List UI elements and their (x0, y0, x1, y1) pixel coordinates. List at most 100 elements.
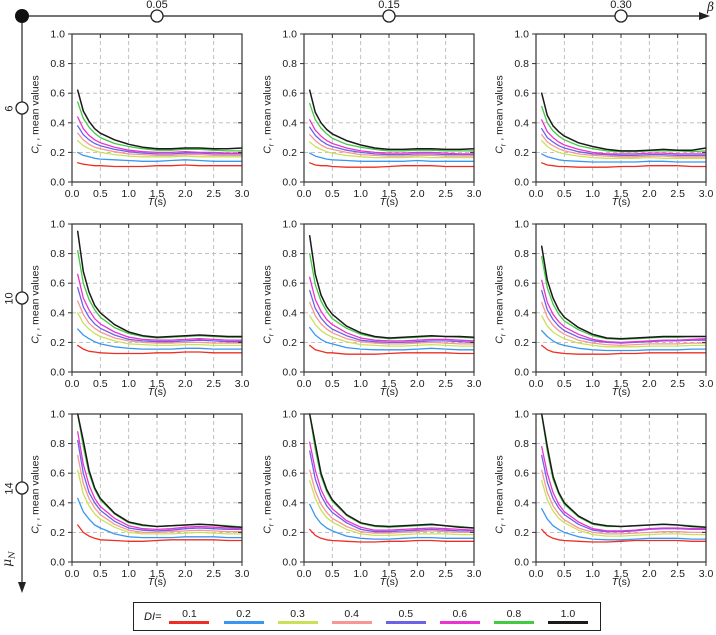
series-line-di-0.4 (541, 133, 707, 158)
series-line-di-0.3 (541, 315, 707, 348)
series-line-di-0.1 (77, 524, 243, 542)
chart-panel-mu14-beta0.15: Cr , mean values 0.0 0.5 1.0 1.5 2.0 2.5 3.0 0.0… (262, 408, 484, 598)
x-tick-label: 0.5 (557, 568, 572, 580)
x-tick-label: 0.0 (65, 568, 80, 580)
plot-area: 0.0 0.5 1.0 1.5 2.0 2.5 3.0 0.0 0.2 0.4 0.6 0.8 1.0 (514, 219, 714, 391)
y-tick-label: 0.8 (514, 438, 529, 450)
y-tick-label: 0.8 (282, 58, 297, 70)
series-line-di-1.0 (540, 92, 707, 152)
series-line-di-0.2 (309, 152, 475, 162)
chart-panel-mu6-beta0.05: Cr , mean values 0.0 0.5 1.0 1.5 2.0 2.5 3.0 0.0… (30, 28, 252, 218)
y-tick-label: 0.2 (50, 337, 65, 349)
x-tick-label: 2.5 (670, 568, 685, 580)
x-tick-label: 3.0 (699, 378, 714, 390)
y-tick-label: 0.0 (282, 367, 297, 379)
beta-axis-arrowhead-icon (699, 12, 710, 20)
y-tick-label: 0.6 (282, 88, 297, 100)
series-line-di-0.5 (77, 286, 243, 343)
x-tick-label: 0.0 (529, 568, 544, 580)
x-tick-label: 2.0 (178, 568, 193, 580)
series-line-di-0.2 (541, 153, 707, 163)
series-line-di-0.6 (77, 116, 243, 154)
chart-panel-mu10-beta0.15: Cr , mean values 0.0 0.5 1.0 1.5 2.0 2.5 3.0 0.0… (262, 218, 484, 408)
x-tick-label: 1.5 (150, 188, 165, 200)
series-line-di-0.4 (541, 301, 707, 347)
chart-panel-mu6-beta0.30: Cr , mean values 0.0 0.5 1.0 1.5 2.0 2.5 3.0 0.0… (494, 28, 716, 218)
y-tick-label: 1.0 (514, 219, 529, 231)
legend-entry-value: 0.6 (452, 608, 468, 621)
x-axis-title: T(s) (611, 576, 631, 588)
series-line-di-0.8 (309, 102, 475, 152)
x-tick-label: 3.0 (467, 188, 482, 200)
y-tick-label: 0.2 (282, 527, 297, 539)
series-line-di-0.5 (309, 126, 475, 156)
y-tick-label: 0.0 (514, 177, 529, 189)
series-line-di-0.6 (309, 441, 475, 531)
y-axis-title: Cr , mean values (261, 455, 276, 534)
y-tick-label: 0.8 (282, 248, 297, 260)
series-line-di-0.8 (541, 105, 707, 153)
series-line-di-1.0 (76, 89, 243, 150)
legend-title: DI= (144, 610, 162, 623)
x-tick-label: 2.0 (410, 188, 425, 200)
legend-entry-line-swatch (331, 621, 372, 624)
x-tick-label: 2.0 (642, 188, 657, 200)
x-tick-label: 0.5 (93, 378, 108, 390)
y-tick-label: 0.8 (514, 248, 529, 260)
series-line-di-0.6 (541, 119, 707, 155)
beta-marker-circle-1 (150, 9, 164, 23)
series-line-di-0.8 (77, 249, 243, 339)
x-tick-label: 2.5 (438, 188, 453, 200)
y-tick-label: 0.2 (50, 147, 65, 159)
series-line-di-0.6 (541, 445, 707, 532)
x-axis-title: T(s) (379, 386, 399, 398)
series-line-di-1.0 (540, 245, 707, 340)
x-tick-label: 0.0 (529, 378, 544, 390)
x-tick-label: 1.0 (121, 568, 136, 580)
series-line-di-1.0 (540, 413, 707, 528)
y-tick-label: 0.0 (514, 367, 529, 379)
series-line-di-0.3 (77, 312, 243, 347)
series-line-di-0.1 (77, 162, 243, 168)
y-tick-label: 1.0 (514, 29, 529, 41)
x-tick-label: 2.5 (670, 188, 685, 200)
mu-value-label-2: 10 (3, 292, 16, 305)
legend-entry-di-0.5: 0.5 (384, 609, 428, 624)
y-tick-label: 0.6 (514, 468, 529, 480)
y-tick-label: 0.0 (50, 177, 65, 189)
y-tick-label: 0.0 (50, 557, 65, 569)
legend-entry-di-0.2: 0.2 (222, 609, 266, 624)
x-tick-label: 2.5 (670, 378, 685, 390)
x-tick-label: 0.5 (325, 188, 340, 200)
series-line-di-0.3 (309, 315, 475, 347)
y-tick-label: 0.4 (50, 307, 65, 319)
plot-area: 0.0 0.5 1.0 1.5 2.0 2.5 3.0 0.0 0.2 0.4 0.6 0.8 1.0 (282, 29, 482, 201)
x-tick-label: 2.5 (438, 378, 453, 390)
series-line-di-0.1 (309, 528, 475, 543)
series-line-di-0.6 (309, 276, 475, 342)
y-tick-label: 0.0 (514, 557, 529, 569)
series-line-di-0.3 (309, 479, 475, 537)
y-tick-label: 0.6 (514, 88, 529, 100)
chart-panel-mu14-beta0.30: Cr , mean values 0.0 0.5 1.0 1.5 2.0 2.5 3.0 0.0… (494, 408, 716, 598)
x-tick-label: 0.0 (529, 188, 544, 200)
series-line-di-1.0 (308, 89, 475, 151)
y-tick-label: 0.8 (50, 438, 65, 450)
legend-entry-line-swatch (439, 621, 480, 624)
chart-panel-mu10-beta0.05: Cr , mean values 0.0 0.5 1.0 1.5 2.0 2.5 3.0 0.0… (30, 218, 252, 408)
series-line-di-0.6 (309, 119, 475, 155)
series-line-di-0.5 (541, 128, 707, 157)
series-line-di-0.5 (77, 125, 243, 155)
x-tick-label: 1.0 (585, 568, 600, 580)
x-tick-label: 2.0 (178, 188, 193, 200)
series-line-di-0.2 (309, 326, 475, 351)
y-tick-label: 0.0 (282, 177, 297, 189)
series-line-di-0.8 (77, 101, 243, 152)
y-tick-label: 0.4 (514, 117, 529, 129)
y-axis-title: Cr , mean values (493, 265, 508, 344)
plot-area: 0.0 0.5 1.0 1.5 2.0 2.5 3.0 0.0 0.2 0.4 0.6 0.8 1.0 (50, 409, 249, 581)
series-line-di-0.4 (77, 454, 243, 534)
x-tick-label: 1.5 (382, 378, 397, 390)
y-tick-label: 1.0 (50, 29, 65, 41)
